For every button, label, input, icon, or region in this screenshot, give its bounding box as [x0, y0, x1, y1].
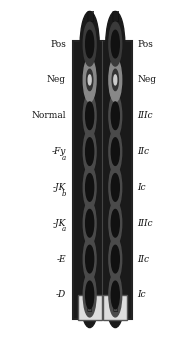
Text: IIIc: IIIc	[137, 111, 153, 120]
Ellipse shape	[86, 30, 94, 58]
Text: IIc: IIc	[137, 255, 149, 264]
Ellipse shape	[109, 22, 122, 66]
Ellipse shape	[83, 129, 96, 174]
Ellipse shape	[106, 47, 125, 113]
Text: Ic: Ic	[137, 291, 146, 299]
Text: Ic: Ic	[137, 183, 146, 192]
Ellipse shape	[87, 69, 93, 91]
Text: IIIc: IIIc	[137, 219, 153, 228]
Ellipse shape	[106, 226, 125, 292]
Text: a: a	[62, 154, 66, 162]
Ellipse shape	[106, 191, 125, 256]
Ellipse shape	[109, 165, 122, 210]
Ellipse shape	[88, 75, 91, 85]
FancyBboxPatch shape	[78, 295, 102, 320]
Ellipse shape	[86, 245, 94, 273]
Ellipse shape	[80, 47, 99, 113]
Ellipse shape	[80, 83, 99, 148]
Ellipse shape	[83, 165, 96, 210]
Ellipse shape	[83, 237, 96, 281]
Ellipse shape	[111, 174, 119, 201]
Text: 前: 前	[87, 303, 92, 312]
Text: ②: ②	[112, 11, 119, 23]
Ellipse shape	[83, 273, 96, 317]
FancyBboxPatch shape	[103, 295, 127, 320]
Ellipse shape	[106, 12, 125, 77]
Text: Neg: Neg	[137, 75, 156, 84]
Text: IIc: IIc	[137, 147, 149, 156]
Ellipse shape	[109, 58, 122, 102]
Text: -JK: -JK	[53, 183, 66, 192]
Ellipse shape	[80, 119, 99, 184]
Ellipse shape	[83, 201, 96, 245]
Ellipse shape	[80, 226, 99, 292]
Ellipse shape	[109, 94, 122, 138]
Ellipse shape	[109, 273, 122, 317]
Ellipse shape	[80, 155, 99, 220]
Ellipse shape	[83, 94, 96, 138]
Ellipse shape	[112, 69, 118, 91]
Text: ①: ①	[86, 11, 93, 23]
Ellipse shape	[83, 58, 96, 102]
Text: -Fy: -Fy	[51, 147, 66, 156]
Ellipse shape	[111, 245, 119, 273]
Text: b: b	[61, 190, 66, 198]
Ellipse shape	[80, 12, 99, 77]
Ellipse shape	[111, 138, 119, 165]
Ellipse shape	[106, 83, 125, 148]
Ellipse shape	[106, 262, 125, 327]
Ellipse shape	[109, 237, 122, 281]
Ellipse shape	[86, 174, 94, 201]
Ellipse shape	[86, 138, 94, 165]
Ellipse shape	[111, 30, 119, 58]
Ellipse shape	[106, 119, 125, 184]
Text: Pos: Pos	[50, 40, 66, 48]
Ellipse shape	[86, 210, 94, 237]
Ellipse shape	[80, 191, 99, 256]
Ellipse shape	[111, 281, 119, 309]
Text: a: a	[62, 225, 66, 233]
Text: -D: -D	[56, 291, 66, 299]
Ellipse shape	[86, 281, 94, 309]
Text: Normal: Normal	[31, 111, 66, 120]
Bar	[73, 41, 132, 319]
Ellipse shape	[109, 129, 122, 174]
Text: Pos: Pos	[137, 40, 153, 48]
Text: -JK: -JK	[53, 219, 66, 228]
Ellipse shape	[111, 210, 119, 237]
Text: -E: -E	[56, 255, 66, 264]
Ellipse shape	[114, 75, 117, 85]
Ellipse shape	[109, 201, 122, 245]
Ellipse shape	[80, 262, 99, 327]
Text: Neg: Neg	[47, 75, 66, 84]
Ellipse shape	[106, 155, 125, 220]
Ellipse shape	[83, 22, 96, 66]
Text: 后: 后	[113, 303, 118, 312]
Ellipse shape	[86, 102, 94, 129]
Ellipse shape	[111, 102, 119, 129]
